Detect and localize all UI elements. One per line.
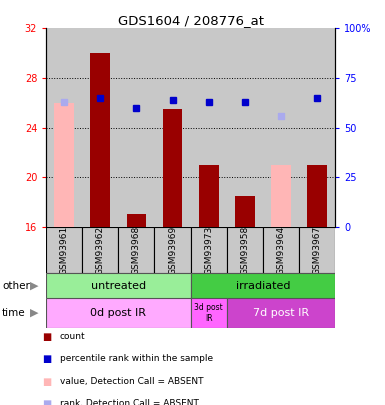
Title: GDS1604 / 208776_at: GDS1604 / 208776_at (117, 14, 264, 27)
Bar (227, 28, 263, 227)
Bar (46, 298, 191, 328)
Text: 3d post
IR: 3d post IR (194, 303, 223, 322)
Text: GSM93968: GSM93968 (132, 226, 141, 275)
Text: irradiated: irradiated (236, 281, 290, 290)
Text: GSM93969: GSM93969 (168, 226, 177, 275)
Bar (199, 165, 219, 227)
Text: rank, Detection Call = ABSENT: rank, Detection Call = ABSENT (60, 399, 199, 405)
Bar (191, 227, 227, 273)
Text: GSM93973: GSM93973 (204, 226, 213, 275)
Text: percentile rank within the sample: percentile rank within the sample (60, 354, 213, 363)
Text: ■: ■ (42, 332, 52, 342)
Text: ▶: ▶ (30, 281, 38, 290)
Bar (191, 28, 227, 227)
Text: ■: ■ (42, 377, 52, 387)
Bar (162, 109, 182, 227)
Bar (46, 227, 82, 273)
Bar (54, 103, 74, 227)
Text: ■: ■ (42, 354, 52, 364)
Bar (299, 28, 335, 227)
Bar (154, 28, 191, 227)
Bar (119, 227, 154, 273)
Bar (154, 227, 191, 273)
Text: 0d post IR: 0d post IR (90, 308, 146, 318)
Text: GSM93961: GSM93961 (60, 226, 69, 275)
Bar (90, 53, 110, 227)
Text: GSM93967: GSM93967 (312, 226, 321, 275)
Bar (82, 227, 119, 273)
Text: GSM93964: GSM93964 (276, 226, 285, 275)
Bar (263, 28, 299, 227)
Bar (227, 298, 335, 328)
Bar (46, 28, 82, 227)
Text: count: count (60, 332, 85, 341)
Text: value, Detection Call = ABSENT: value, Detection Call = ABSENT (60, 377, 203, 386)
Bar (191, 273, 335, 298)
Text: ▶: ▶ (30, 308, 38, 318)
Text: other: other (2, 281, 30, 290)
Bar (46, 273, 191, 298)
Bar (227, 227, 263, 273)
Text: time: time (2, 308, 25, 318)
Bar (299, 227, 335, 273)
Bar (191, 298, 227, 328)
Bar (127, 214, 146, 227)
Text: GSM93962: GSM93962 (96, 226, 105, 275)
Bar (263, 227, 299, 273)
Bar (271, 165, 291, 227)
Text: ■: ■ (42, 399, 52, 405)
Bar (307, 165, 327, 227)
Text: GSM93958: GSM93958 (240, 226, 249, 275)
Bar (235, 196, 254, 227)
Bar (82, 28, 119, 227)
Text: untreated: untreated (91, 281, 146, 290)
Bar (119, 28, 154, 227)
Text: 7d post IR: 7d post IR (253, 308, 309, 318)
